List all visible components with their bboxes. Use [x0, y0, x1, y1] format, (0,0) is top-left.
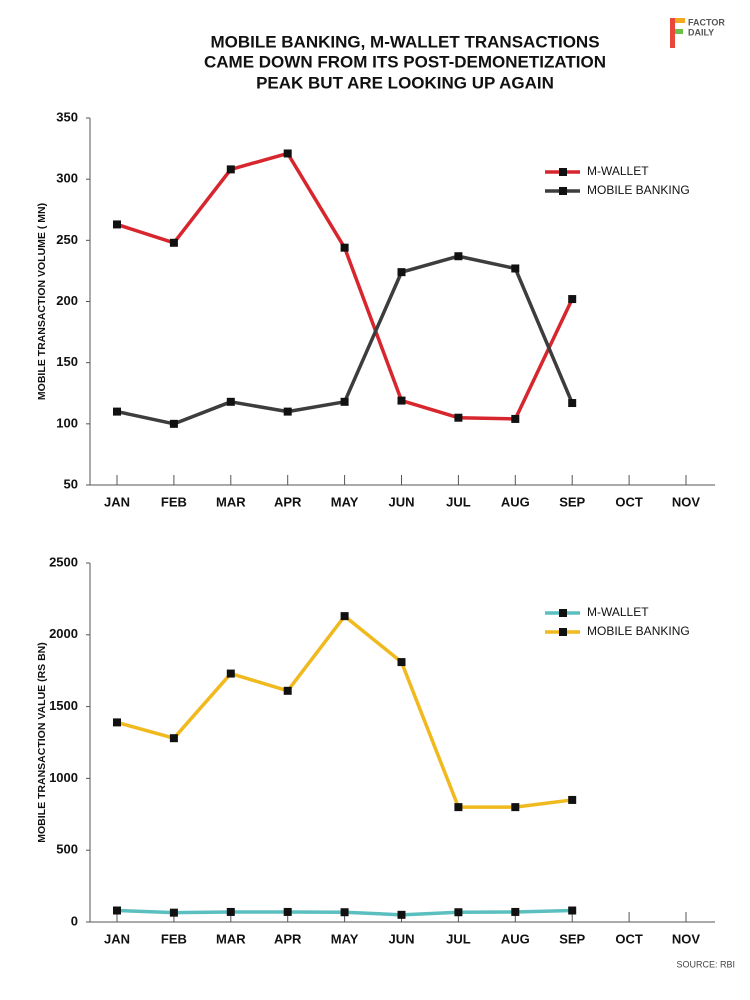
- x-tick-label: OCT: [615, 494, 643, 509]
- y-tick-label: 1500: [49, 698, 78, 713]
- point: [511, 264, 520, 273]
- y-tick-label: 1000: [49, 770, 78, 785]
- y-tick-label: 250: [56, 232, 78, 247]
- series-line: [116, 614, 573, 809]
- x-tick-label: FEB: [161, 931, 187, 946]
- x-tick-label: APR: [274, 494, 302, 509]
- legend-marker: [559, 187, 567, 195]
- y-tick-label: 200: [56, 293, 78, 308]
- point: [113, 407, 121, 416]
- x-tick-label: NOV: [672, 931, 701, 946]
- y-tick-label: 500: [56, 842, 78, 857]
- y-tick-label: 150: [56, 354, 78, 369]
- point: [454, 413, 463, 422]
- title-line: CAME DOWN FROM ITS POST-DEMONETIZATION: [204, 52, 606, 71]
- x-tick-label: NOV: [672, 494, 701, 509]
- point: [283, 149, 292, 158]
- point: [169, 238, 178, 247]
- point: [113, 718, 121, 727]
- point: [340, 243, 349, 252]
- point: [454, 252, 463, 261]
- point: [340, 397, 349, 406]
- legend-label: M-WALLET: [587, 164, 649, 178]
- title-line: MOBILE BANKING, M-WALLET TRANSACTIONS: [210, 32, 599, 51]
- legend-label: MOBILE BANKING: [587, 183, 690, 197]
- x-tick-label: APR: [274, 931, 302, 946]
- point: [283, 407, 292, 416]
- x-tick-label: JAN: [104, 931, 130, 946]
- point: [511, 803, 520, 812]
- point: [226, 907, 235, 916]
- point: [169, 908, 178, 917]
- point: [397, 910, 406, 919]
- y-tick-label: 0: [71, 913, 78, 928]
- point: [283, 686, 292, 695]
- y-tick-label: 350: [56, 109, 78, 124]
- legend-label: MOBILE BANKING: [587, 624, 690, 638]
- y-axis-label: MOBILE TRANSACTION VOLUME ( MN): [36, 203, 48, 400]
- source: SOURCE: RBI: [676, 959, 735, 969]
- point: [340, 908, 349, 917]
- logo-icon: [670, 18, 675, 48]
- logo-icon: [675, 29, 683, 34]
- x-tick-label: MAY: [331, 494, 359, 509]
- point: [226, 165, 235, 174]
- point: [454, 803, 463, 812]
- x-tick-label: FEB: [161, 494, 187, 509]
- y-tick-label: 50: [64, 476, 78, 491]
- point: [454, 908, 463, 917]
- series-line: [116, 151, 574, 421]
- y-tick-label: 2500: [49, 554, 78, 569]
- point: [511, 907, 520, 916]
- x-tick-label: JUL: [446, 931, 471, 946]
- point: [568, 295, 577, 304]
- x-tick-label: JUL: [446, 494, 471, 509]
- point: [113, 220, 121, 229]
- y-tick-label: 100: [56, 415, 78, 430]
- logo: FACTOR DAILY: [670, 17, 725, 48]
- x-tick-label: JUN: [388, 931, 414, 946]
- logo-text: DAILY: [688, 27, 714, 37]
- point: [511, 414, 520, 423]
- x-tick-label: MAR: [216, 931, 246, 946]
- y-tick-label: 300: [56, 171, 78, 186]
- x-tick-label: SEP: [559, 494, 585, 509]
- point: [226, 669, 235, 678]
- title-line: PEAK BUT ARE LOOKING UP AGAIN: [256, 73, 554, 92]
- point: [226, 397, 235, 406]
- point: [169, 419, 178, 428]
- y-tick-label: 2000: [49, 626, 78, 641]
- point: [340, 612, 349, 621]
- x-tick-label: OCT: [615, 931, 643, 946]
- point: [397, 396, 406, 405]
- point: [169, 734, 178, 743]
- point: [283, 907, 292, 916]
- legend-marker: [559, 168, 567, 176]
- legend-label: M-WALLET: [587, 605, 649, 619]
- point: [397, 268, 406, 277]
- logo-icon: [675, 18, 685, 23]
- point: [397, 658, 406, 667]
- x-tick-label: MAY: [331, 931, 359, 946]
- x-tick-label: AUG: [501, 494, 530, 509]
- point: [568, 399, 577, 408]
- point: [568, 795, 577, 804]
- point: [568, 906, 577, 915]
- x-tick-label: SEP: [559, 931, 585, 946]
- x-tick-label: JAN: [104, 494, 130, 509]
- logo-text: FACTOR: [688, 17, 725, 27]
- legend-marker: [559, 609, 567, 617]
- point: [113, 906, 121, 915]
- x-tick-label: AUG: [501, 931, 530, 946]
- y-axis-label: MOBILE TRANSACTION VALUE (RS BN): [36, 642, 48, 842]
- x-tick-label: MAR: [216, 494, 246, 509]
- x-tick-label: JUN: [388, 494, 414, 509]
- legend-marker: [559, 628, 567, 636]
